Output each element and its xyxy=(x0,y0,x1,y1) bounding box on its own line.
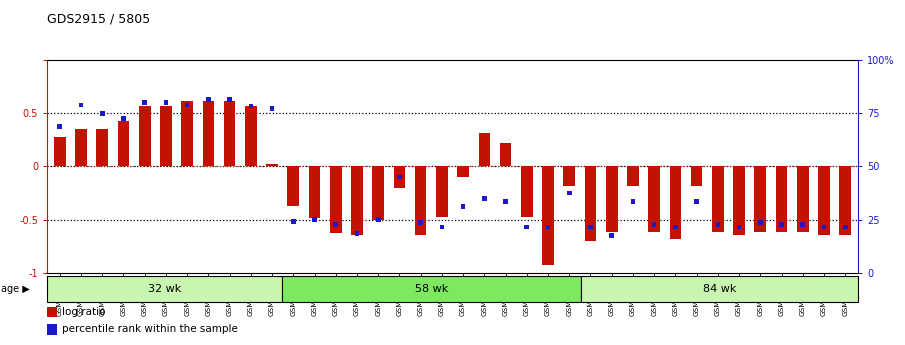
Bar xyxy=(270,106,274,110)
Bar xyxy=(839,166,851,235)
Bar xyxy=(605,166,617,232)
Bar xyxy=(694,199,699,204)
Bar xyxy=(648,166,660,232)
Bar xyxy=(818,166,830,235)
Text: 84 wk: 84 wk xyxy=(702,284,736,294)
Bar xyxy=(121,116,126,121)
Text: 58 wk: 58 wk xyxy=(414,284,448,294)
Bar xyxy=(482,196,487,201)
Bar xyxy=(525,225,529,229)
Bar xyxy=(75,129,87,166)
Bar xyxy=(57,124,62,129)
Bar xyxy=(164,100,168,105)
Bar xyxy=(312,217,317,222)
Bar xyxy=(309,166,320,218)
Text: percentile rank within the sample: percentile rank within the sample xyxy=(62,325,237,334)
Bar xyxy=(79,102,83,107)
Bar xyxy=(206,97,211,102)
Bar xyxy=(249,104,253,108)
Bar xyxy=(333,223,338,227)
Bar xyxy=(755,166,767,232)
Bar xyxy=(224,101,235,166)
Bar xyxy=(461,204,465,209)
Bar xyxy=(414,166,426,235)
Bar xyxy=(330,166,341,233)
Bar xyxy=(440,225,444,229)
Bar xyxy=(564,166,575,186)
Bar xyxy=(691,166,702,186)
Bar xyxy=(822,225,826,229)
Bar xyxy=(394,166,405,188)
Bar xyxy=(500,143,511,166)
Bar xyxy=(580,276,858,302)
Bar xyxy=(47,276,281,302)
Bar xyxy=(291,219,296,224)
Bar xyxy=(100,111,105,116)
Bar xyxy=(652,223,656,227)
Bar xyxy=(372,166,384,219)
Bar xyxy=(185,102,189,107)
Bar xyxy=(47,307,57,317)
Bar xyxy=(737,225,741,229)
Bar xyxy=(609,233,614,238)
Bar xyxy=(733,166,745,235)
Bar xyxy=(142,100,147,105)
Bar xyxy=(542,166,554,265)
Bar xyxy=(758,220,763,225)
Bar xyxy=(800,223,805,227)
Bar xyxy=(181,101,193,166)
Bar xyxy=(546,225,550,229)
Bar xyxy=(627,166,639,186)
Bar xyxy=(585,166,596,241)
Bar xyxy=(631,199,635,204)
Bar xyxy=(457,166,469,177)
Bar xyxy=(245,106,257,166)
Bar xyxy=(712,166,724,232)
Bar xyxy=(776,166,787,232)
Bar xyxy=(397,175,402,179)
Bar xyxy=(503,199,508,204)
Bar xyxy=(281,276,580,302)
Bar xyxy=(97,129,108,166)
Bar xyxy=(779,223,784,227)
Bar xyxy=(418,220,423,225)
Bar xyxy=(351,166,363,235)
Bar xyxy=(843,225,848,229)
Bar xyxy=(521,166,533,217)
Bar xyxy=(138,106,150,166)
Bar xyxy=(227,97,232,102)
Text: GDS2915 / 5805: GDS2915 / 5805 xyxy=(47,12,150,25)
Bar xyxy=(160,106,172,166)
Bar xyxy=(588,225,593,229)
Bar xyxy=(479,132,491,166)
Bar xyxy=(567,190,572,195)
Bar xyxy=(716,223,720,227)
Text: log ratio: log ratio xyxy=(62,307,105,317)
Text: 32 wk: 32 wk xyxy=(148,284,181,294)
Bar xyxy=(436,166,448,217)
Bar xyxy=(266,164,278,166)
Bar xyxy=(797,166,808,232)
Bar xyxy=(673,225,678,229)
Bar xyxy=(376,217,380,222)
Bar xyxy=(288,166,300,206)
Text: age ▶: age ▶ xyxy=(1,284,30,294)
Bar xyxy=(355,231,359,236)
Bar xyxy=(54,137,66,166)
Bar xyxy=(670,166,681,239)
Bar xyxy=(118,121,129,166)
Bar xyxy=(203,101,214,166)
Bar xyxy=(47,324,57,335)
